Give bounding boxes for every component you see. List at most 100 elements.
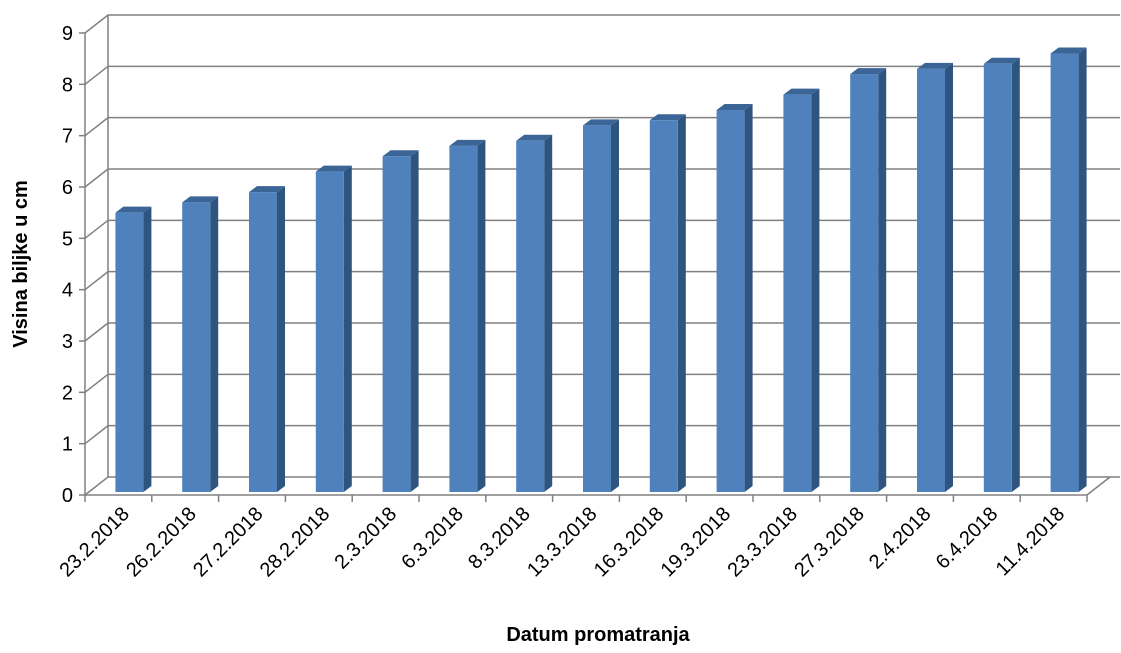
bar [449,139,486,492]
bar [249,186,285,492]
y-tick-label: 7 [62,126,73,148]
gridline [84,373,1120,393]
bar [783,88,820,492]
gridline [84,476,1120,496]
bar [716,104,753,492]
y-tick-label: 2 [62,382,73,404]
bar-front [783,94,812,492]
bar-side [277,186,285,492]
gridline [84,270,1120,291]
bar-front [850,74,879,493]
bar-front [249,192,277,492]
x-tick-label: 19.3.2018 [657,503,735,581]
bar-side [210,196,219,492]
x-tick-label: 2.4.2018 [865,503,936,574]
bar-front [917,68,945,492]
bar-front [449,145,478,492]
bar-top [449,139,486,146]
y-tick-label: 8 [62,74,73,96]
bar-side [1011,57,1020,493]
gridline [84,65,1120,85]
x-tick-label: 23.3.2018 [723,503,801,581]
axes [79,32,1111,502]
gridline [84,116,1120,137]
bar-side [611,119,619,493]
bar [182,196,219,492]
bar [115,206,152,492]
bar-top [983,57,1020,64]
bar [315,165,352,492]
bar-top [382,150,419,157]
gridline [84,14,1120,34]
bar-side [143,206,152,492]
x-tick-label: 27.3.2018 [790,503,868,581]
x-tick-label: 2.3.2018 [331,503,402,574]
y-tick-label: 6 [62,177,73,199]
bar-side [544,134,553,493]
bar-front [382,156,411,492]
bar [516,134,553,493]
bar-front [182,202,211,492]
x-tick-label: 13.3.2018 [523,503,601,581]
x-axis-title: Datum promatranja [506,624,690,646]
bar [583,119,619,493]
bar-side [1078,47,1087,493]
gridline [84,168,1120,188]
bar-top [315,165,352,172]
y-axis-title: Visina biljke u cm [10,180,32,347]
y-tick-label: 0 [62,485,73,507]
gridline [84,219,1120,239]
gridlines [84,14,1120,496]
x-tick-label: 6.3.2018 [397,503,468,574]
bar-side [811,88,820,492]
y-tick-label: 1 [62,434,73,456]
bar-front [115,212,144,492]
x-tick-label: 23.2.2018 [55,503,133,581]
bar [917,62,953,492]
floor-right-edge [1086,476,1111,496]
gridline [84,424,1120,445]
bar-top [182,196,219,203]
bar-top [583,119,619,126]
y-tick-label: 4 [62,280,73,302]
x-tick-label: 6.4.2018 [932,503,1003,574]
bar [983,57,1020,493]
y-tick-label: 5 [62,228,73,250]
bar-side [677,114,686,493]
y-tick-labels: 0 1 2 3 4 5 6 7 8 9 [62,23,73,507]
bar-front [649,120,678,493]
x-tick-label: 8.3.2018 [464,503,535,574]
bar-top [716,104,753,110]
bar-top [516,134,553,141]
bar-side [410,150,419,492]
bar-side [343,165,352,492]
bar-top [1050,47,1087,54]
y-tick-label: 3 [62,331,73,353]
bars [115,47,1087,493]
bar-side [945,62,953,492]
x-tick-labels: 23.2.201826.2.201827.2.201828.2.20182.3.… [55,503,1069,581]
bar-front [1050,53,1079,493]
x-tick-label: 16.3.2018 [590,503,668,581]
bar-side [744,104,753,492]
bar [382,150,419,492]
bar-side [878,68,887,493]
bar-top [115,206,152,213]
bar-front [583,125,611,493]
bar [850,68,887,493]
bar-top [783,88,820,95]
bar-front [315,171,344,492]
bar-top [850,68,887,75]
x-tick-label: 27.2.2018 [189,503,267,581]
bar-front [716,110,745,492]
bar-front [516,140,545,493]
y-tick-label: 9 [62,23,73,45]
x-tick-label: 28.2.2018 [256,503,334,581]
bar [1050,47,1087,493]
x-tick-label: 26.2.2018 [122,503,200,581]
x-tick-label: 11.4.2018 [992,503,1069,580]
bar-top [917,62,953,69]
bar-top [649,114,686,121]
